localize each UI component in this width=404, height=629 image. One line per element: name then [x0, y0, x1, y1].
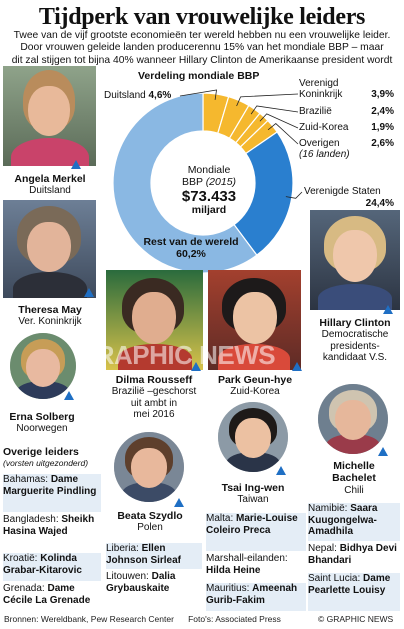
clinton-name: Hillary Clinton — [319, 317, 391, 329]
merkel-name: Angela Merkel — [14, 173, 86, 185]
page-title: Tijdperk van vrouwelijke leiders — [38, 4, 366, 30]
leader-line-0 — [179, 89, 218, 100]
slice-label-overigen: Overigen (16 landen) — [299, 138, 350, 160]
subtitle-line: Door vrouwen geleide landen producerennu… — [20, 42, 384, 54]
park-country: Zuid-Korea — [230, 386, 280, 397]
rousseff-name: Dilma Rousseff — [115, 374, 193, 386]
leader-line-4 — [267, 123, 299, 145]
slice-value-vs: 24,4% — [365, 198, 394, 209]
szydlo-country: Polen — [137, 522, 163, 533]
slice-label-vk: Verenigd Koninkrijk — [299, 78, 343, 100]
list-item: Namibië: Saara Kuugongelwa-Amadhila — [308, 503, 400, 541]
may-country: Ver. Koninkrijk — [18, 316, 82, 327]
rousseff-flag-icon — [191, 362, 201, 371]
pie-center-year: (2015) — [205, 176, 237, 188]
slice-label-rest: Rest van de wereld 60,2% — [143, 236, 239, 260]
park-photo — [208, 270, 301, 370]
slice-label-vs: Verenigde Staten — [304, 186, 381, 197]
footer-credit: © GRAPHIC NEWS — [318, 614, 394, 624]
may-photo — [3, 200, 96, 298]
tsai-flag-icon — [276, 466, 286, 475]
others-subheading: (vorsten uitgezonderd) — [3, 458, 89, 468]
pie-slice-6 — [112, 92, 258, 274]
bachelet-name: Michelle Bachelet — [332, 460, 376, 484]
tsai-photo — [218, 402, 288, 472]
list-item: Marshall-eilanden: Hilda Heine — [206, 553, 306, 581]
list-item: Bahamas: Dame Marguerite Pindling — [3, 474, 101, 512]
slice-value-brazilie: 2,4% — [371, 106, 394, 117]
bachelet-flag-icon — [378, 447, 388, 456]
others-heading-box: Overige leiders (vorsten uitgezonderd) — [3, 446, 95, 472]
merkel-flag-icon — [71, 160, 81, 169]
list-item: Litouwen: Dalia Grybauskaite — [106, 571, 202, 599]
leader-line-5 — [285, 191, 303, 199]
list-item: Mauritius: Ameenah Gurib-Fakim — [206, 583, 306, 611]
pie-center-value: $73.433 — [181, 188, 237, 205]
subtitle-line: dit zal stijgen tot bijna 40% wanneer Hi… — [11, 54, 393, 66]
clinton-desc: Democratische presidents- kandidaat V.S. — [321, 329, 389, 363]
list-item: Saint Lucia: Dame Pearlette Louisy — [308, 573, 400, 611]
slice-label-brazilie: Brazilië — [299, 106, 332, 117]
leader-line-3 — [259, 113, 299, 129]
clinton-photo — [310, 210, 400, 310]
szydlo-name: Beata Szydlo — [117, 510, 183, 522]
list-item: Nepal: Bidhya Devi Bhandari — [308, 543, 400, 571]
slice-value-vk: 3,9% — [371, 89, 394, 100]
pie-center-label: Mondiale — [187, 164, 231, 176]
szydlo-flag-icon — [174, 498, 184, 507]
merkel-country: Duitsland — [29, 185, 71, 196]
solberg-name: Erna Solberg — [9, 411, 75, 423]
tsai-name: Tsai Ing-wen — [221, 482, 285, 494]
merkel-photo — [3, 66, 96, 166]
pie-center: Mondiale BBP (2015) $73.433 miljard — [156, 164, 262, 216]
others-heading: Overige leiders — [3, 446, 79, 458]
tsai-country: Taiwan — [237, 494, 269, 505]
bachelet-photo — [318, 384, 388, 454]
bachelet-country: Chili — [344, 485, 364, 496]
slice-label-zuidkorea: Zuid-Korea — [299, 122, 349, 133]
list-item: Kroatië: Kolinda Grabar-Kitarovic — [3, 553, 101, 581]
park-flag-icon — [292, 362, 302, 371]
rousseff-desc: Brazilië –geschorst uit ambt in mei 2016 — [111, 386, 197, 420]
footer-sources: Bronnen: Wereldbank, Pew Research Center… — [4, 614, 281, 624]
subtitle: Twee van de vijf grootste economieën ter… — [6, 30, 398, 67]
watermark: GRAPHIC NEWS — [76, 340, 276, 370]
subtitle-line: Twee van de vijf grootste economieën ter… — [13, 30, 391, 41]
leader-line-1 — [236, 93, 299, 107]
list-item: Grenada: Dame Cécile La Grenade — [3, 583, 101, 611]
list-item: Malta: Marie-Louise Coleiro Preca — [206, 513, 306, 551]
gdp-chart-title: Verdeling mondiale BBP — [138, 70, 260, 82]
list-item: Liberia: Ellen Johnson Sirleaf — [106, 543, 202, 569]
rousseff-photo — [106, 270, 203, 370]
leader-line-2 — [250, 105, 299, 115]
pie-center-unit: miljard — [191, 204, 227, 216]
park-name: Park Geun-hye — [217, 374, 293, 386]
list-item: Bangladesh: Sheikh Hasina Wajed — [3, 514, 101, 552]
solberg-photo — [10, 333, 76, 399]
szydlo-photo — [114, 432, 184, 502]
may-flag-icon — [84, 288, 94, 297]
solberg-flag-icon — [64, 391, 74, 400]
clinton-flag-icon — [383, 305, 393, 314]
may-name: Theresa May — [18, 304, 82, 316]
slice-value-zuidkorea: 1,9% — [371, 122, 394, 133]
slice-label-duitsland: Duitsland 4,6% — [104, 90, 172, 101]
solberg-country: Noorwegen — [16, 423, 68, 434]
slice-value-overigen: 2,6% — [371, 138, 394, 149]
pie-center-label2: BBP — [181, 176, 203, 188]
